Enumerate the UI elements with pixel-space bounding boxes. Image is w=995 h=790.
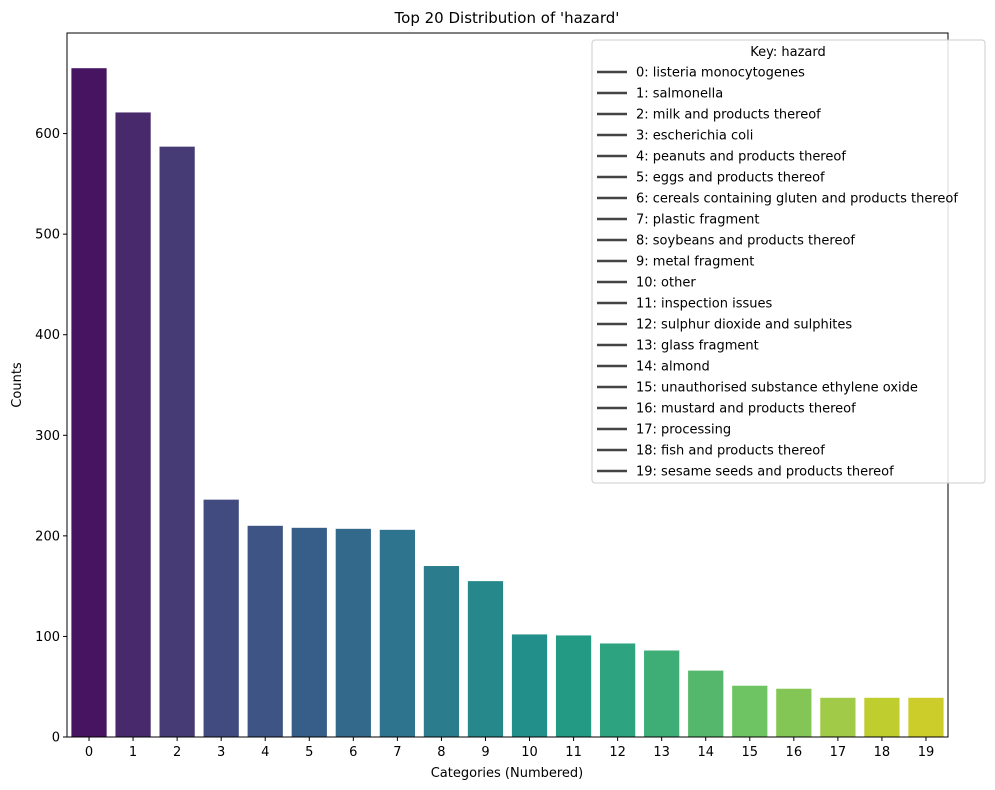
y-tick-label: 0 — [52, 731, 60, 746]
x-tick-label: 18 — [874, 745, 891, 760]
legend-entry-label: 6: cereals containing gluten and product… — [636, 192, 958, 207]
bar-0 — [71, 68, 107, 737]
x-tick-label: 0 — [85, 745, 93, 760]
legend-entry-label: 15: unauthorised substance ethylene oxid… — [636, 381, 918, 396]
x-tick-label: 4 — [261, 745, 269, 760]
x-tick-label: 11 — [565, 745, 582, 760]
bar-10 — [511, 634, 548, 737]
x-tick-label: 17 — [830, 745, 847, 760]
y-axis-label: Counts — [10, 362, 25, 408]
bar-6 — [335, 528, 371, 737]
bar-4 — [247, 525, 283, 737]
x-tick-label: 10 — [521, 745, 538, 760]
bar-7 — [379, 529, 415, 737]
x-axis-label: Categories (Numbered) — [431, 766, 584, 781]
legend-entry-label: 4: peanuts and products thereof — [636, 150, 846, 165]
legend-entries: 0: listeria monocytogenes 1: salmonella 2:… — [597, 66, 958, 480]
bar-15 — [732, 685, 768, 737]
y-axis: 0 100 200 300 400 500 600 — [35, 127, 67, 746]
bar-3 — [203, 499, 239, 737]
bar-13 — [644, 650, 680, 737]
y-tick-label: 100 — [35, 630, 60, 645]
x-tick-label: 13 — [653, 745, 670, 760]
legend-entry-label: 7: plastic fragment — [636, 213, 760, 228]
legend-title: Key: hazard — [750, 45, 826, 60]
legend: Key: hazard 0: listeria monocytogenes 1: … — [591, 39, 986, 484]
x-axis: 0 1 2 3 4 5 6 7 8 9 10 11 12 13 14 15 16 17 18 19 — [85, 737, 934, 760]
legend-entry-label: 18: fish and products thereof — [636, 444, 825, 459]
bar-2 — [159, 146, 195, 737]
x-tick-label: 12 — [609, 745, 626, 760]
chart-title: Top 20 Distribution of 'hazard' — [394, 9, 620, 27]
x-tick-label: 15 — [742, 745, 759, 760]
legend-entry-label: 9: metal fragment — [636, 255, 754, 270]
legend-entry-label: 1: salmonella — [636, 87, 723, 102]
x-tick-label: 19 — [918, 745, 935, 760]
bar-1 — [115, 112, 151, 738]
x-tick-label: 8 — [437, 745, 445, 760]
bar-17 — [820, 697, 856, 737]
legend-entry-label: 12: sulphur dioxide and sulphites — [636, 318, 852, 333]
x-tick-label: 9 — [481, 745, 489, 760]
x-tick-label: 6 — [349, 745, 357, 760]
bar-16 — [776, 688, 812, 737]
x-tick-label: 5 — [305, 745, 313, 760]
x-tick-label: 7 — [393, 745, 401, 760]
bar-18 — [864, 697, 900, 737]
bar-12 — [600, 643, 636, 737]
legend-entry-label: 19: sesame seeds and products thereof — [636, 465, 894, 480]
x-tick-label: 2 — [173, 745, 181, 760]
legend-entry-label: 14: almond — [636, 360, 710, 375]
bar-19 — [908, 697, 944, 737]
legend-entry-label: 8: soybeans and products thereof — [636, 234, 855, 249]
bar-9 — [467, 581, 504, 737]
y-tick-label: 500 — [35, 228, 60, 243]
legend-entry-label: 2: milk and products thereof — [636, 108, 821, 123]
legend-entry-label: 13: glass fragment — [636, 339, 759, 354]
y-tick-label: 300 — [35, 429, 60, 444]
legend-entry-label: 5: eggs and products thereof — [636, 171, 825, 186]
legend-box — [591, 39, 986, 484]
x-tick-label: 1 — [129, 745, 137, 760]
bar-11 — [555, 635, 592, 737]
bars-group — [71, 68, 944, 738]
y-tick-label: 400 — [35, 328, 60, 343]
legend-entry-label: 11: inspection issues — [636, 297, 773, 312]
bar-14 — [688, 670, 724, 737]
bar-5 — [291, 527, 327, 737]
legend-entry-label: 10: other — [636, 276, 696, 291]
x-tick-label: 16 — [786, 745, 803, 760]
y-tick-label: 600 — [35, 127, 60, 142]
legend-entry-label: 3: escherichia coli — [636, 129, 753, 144]
y-tick-label: 200 — [35, 529, 60, 544]
legend-entry-label: 0: listeria monocytogenes — [636, 66, 805, 81]
legend-entry-label: 16: mustard and products thereof — [636, 402, 856, 417]
x-tick-label: 14 — [697, 745, 714, 760]
x-tick-label: 3 — [217, 745, 225, 760]
bar-8 — [423, 566, 460, 737]
legend-entry-label: 17: processing — [636, 423, 731, 438]
